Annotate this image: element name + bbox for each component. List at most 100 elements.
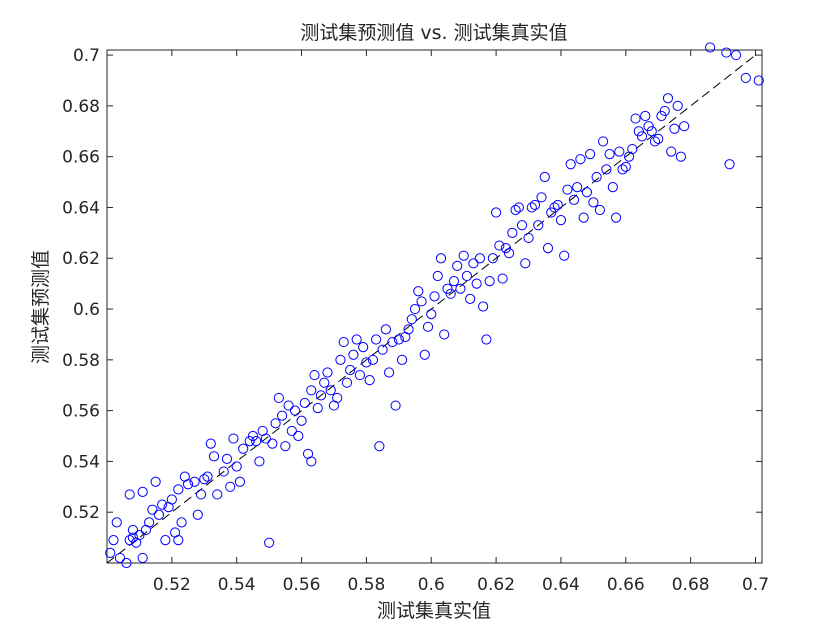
data-point	[319, 377, 330, 388]
data-point	[555, 215, 567, 226]
data-point	[442, 283, 453, 294]
data-point	[309, 369, 320, 381]
data-point	[286, 425, 297, 437]
data-point	[730, 49, 742, 61]
data-point	[251, 435, 262, 447]
data-point	[653, 133, 664, 144]
data-point	[260, 433, 271, 444]
data-point	[228, 433, 239, 444]
data-point	[111, 517, 122, 528]
data-point	[312, 402, 323, 414]
data-point	[137, 552, 148, 564]
data-point	[335, 354, 346, 365]
data-point	[452, 260, 463, 271]
data-point	[435, 253, 447, 264]
data-point	[166, 494, 177, 505]
data-point	[529, 199, 541, 211]
y-tick-label: 0.7	[73, 46, 100, 66]
data-point	[173, 484, 184, 495]
data-point	[247, 430, 259, 442]
data-point	[234, 476, 246, 487]
data-point	[173, 535, 184, 546]
data-point	[384, 367, 395, 378]
data-point	[322, 367, 333, 378]
data-point	[465, 293, 476, 304]
x-tick-label: 0.6	[418, 575, 445, 595]
data-point	[345, 364, 356, 376]
data-point	[377, 344, 388, 355]
data-point	[426, 309, 437, 320]
data-point	[659, 105, 670, 117]
data-point	[601, 164, 612, 175]
x-tick-label: 0.7	[742, 575, 769, 595]
x-tick-label: 0.66	[607, 575, 645, 595]
data-point	[636, 131, 648, 142]
data-point	[254, 456, 265, 467]
x-tick-label: 0.68	[672, 575, 710, 595]
data-point	[419, 349, 430, 360]
data-point	[536, 192, 547, 203]
data-point	[455, 283, 466, 294]
data-point	[341, 377, 353, 388]
data-point	[199, 474, 210, 485]
data-point	[202, 471, 213, 482]
data-point	[306, 456, 317, 467]
data-point	[721, 47, 732, 58]
data-point	[289, 405, 301, 416]
data-point	[500, 242, 511, 254]
data-point	[160, 535, 171, 546]
data-point	[137, 486, 148, 497]
data-point	[147, 504, 158, 515]
data-point	[523, 232, 534, 244]
data-point	[205, 438, 216, 449]
y-tick-label: 0.52	[62, 503, 100, 523]
data-point	[354, 369, 366, 381]
data-point	[633, 126, 644, 137]
data-point	[578, 212, 589, 223]
data-point	[562, 184, 573, 195]
data-point	[724, 159, 735, 170]
data-point	[153, 509, 164, 520]
data-point	[396, 354, 408, 365]
data-point	[753, 75, 764, 86]
data-point	[409, 303, 421, 315]
data-point	[627, 143, 638, 155]
data-point	[588, 197, 599, 208]
data-point	[630, 113, 641, 124]
y-tick-label: 0.68	[62, 97, 100, 117]
data-point	[127, 524, 139, 536]
y-tick-label: 0.66	[62, 148, 100, 168]
data-point	[192, 509, 203, 520]
data-point	[413, 286, 424, 297]
data-point	[270, 418, 281, 429]
x-tick-label: 0.62	[477, 575, 515, 595]
y-tick-label: 0.58	[62, 351, 100, 371]
data-point	[406, 314, 417, 325]
x-tick-label: 0.64	[542, 575, 580, 595]
data-point	[581, 187, 593, 198]
data-point	[585, 149, 596, 160]
data-point	[533, 220, 544, 231]
data-point	[429, 291, 440, 302]
data-point	[367, 354, 378, 365]
data-point	[491, 207, 502, 218]
y-axis-label: 测试集预测值	[30, 250, 52, 364]
data-point	[598, 136, 609, 147]
data-point	[432, 270, 443, 282]
data-point	[552, 199, 563, 211]
data-point	[189, 476, 200, 487]
data-point	[306, 385, 317, 396]
data-point	[157, 499, 168, 510]
data-point	[264, 537, 275, 548]
data-point	[332, 392, 343, 404]
data-point	[572, 182, 583, 193]
data-point	[393, 334, 404, 345]
data-point	[212, 489, 223, 500]
y-tick-label: 0.6	[73, 300, 100, 320]
data-point	[484, 276, 495, 287]
data-point	[705, 42, 716, 53]
data-point	[195, 489, 207, 500]
data-point	[221, 453, 233, 464]
data-point	[513, 202, 524, 213]
data-point	[280, 441, 291, 452]
